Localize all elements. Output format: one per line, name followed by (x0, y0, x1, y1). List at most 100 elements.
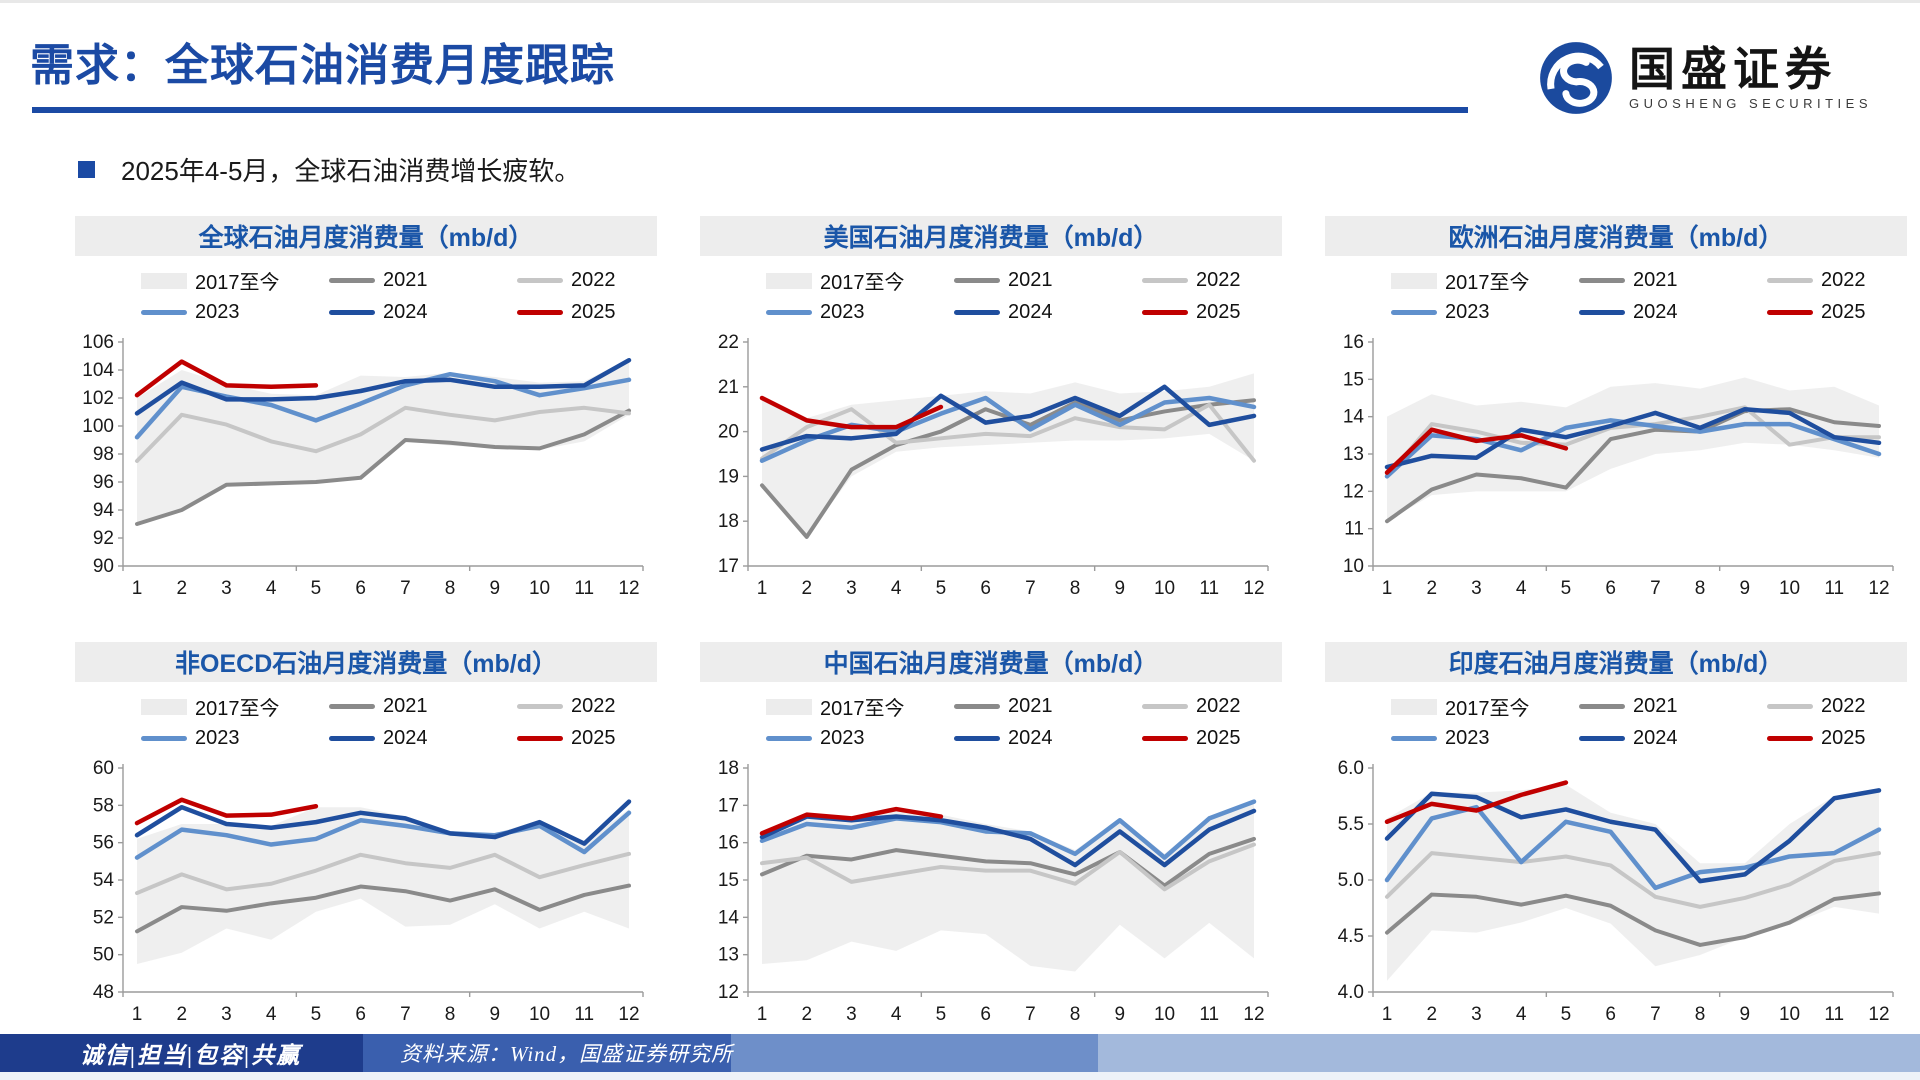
x-tick-label: 5 (936, 578, 947, 599)
legend-label: 2023 (820, 301, 865, 323)
x-tick-label: 1 (757, 578, 768, 599)
x-tick-label: 2 (801, 578, 812, 599)
legend-item-2023: 2023 (141, 727, 329, 750)
legend-label: 2021 (1633, 695, 1678, 717)
y-tick-label: 56 (93, 833, 114, 854)
legend-line-swatch-icon (954, 278, 1000, 283)
legend-item-2023: 2023 (766, 301, 954, 324)
legend-item-2021: 2021 (1579, 266, 1767, 295)
legend-item-2023: 2023 (1391, 727, 1579, 750)
legend-line-swatch-icon (766, 310, 812, 315)
legend-label: 2017至今 (820, 698, 905, 720)
x-tick-label: 4 (266, 578, 277, 599)
legend-line-swatch-icon (517, 278, 563, 283)
chart-title: 欧洲石油月度消费量（mb/d） (1448, 224, 1784, 252)
chart-title: 美国石油月度消费量（mb/d） (823, 224, 1159, 252)
legend-label: 2024 (1008, 727, 1053, 749)
legend-band-swatch-icon (1391, 698, 1437, 715)
x-tick-label: 4 (891, 578, 902, 599)
chart-plot-svg: 4.04.55.05.56.01 2 3 4 5 6 7 8 9 10 11 12 (1338, 758, 1894, 1025)
series-line-2021 (760, 836, 1256, 888)
y-tick-label: 16 (718, 833, 739, 854)
legend-row-2: 2023 2024 2025 (141, 727, 657, 750)
legend-band-swatch-icon (766, 698, 812, 715)
chart-title: 全球石油月度消费量（mb/d） (198, 224, 534, 252)
series-line-2024 (1384, 788, 1882, 884)
legend-row-1: 2017至今 2021 2022 (1391, 692, 1907, 721)
y-tick-label: 92 (93, 528, 114, 549)
series-line-2024 (759, 384, 1257, 452)
x-tick-label: 8 (1070, 1004, 1081, 1025)
footer-segment-3 (731, 1034, 1098, 1072)
y-tick-label: 13 (718, 945, 739, 966)
series-line-2023 (134, 810, 632, 860)
legend-item-2024: 2024 (1579, 301, 1767, 324)
series-line-2021 (1385, 891, 1881, 947)
legend-label: 2021 (1008, 695, 1053, 717)
legend-line-swatch-icon (517, 310, 563, 315)
chart-card-3: 欧洲石油月度消费量（mb/d） 2017至今 2021 2022 2023 2024 202… (1325, 216, 1907, 612)
y-tick-label: 15 (718, 870, 739, 891)
x-tick-label: 11 (1199, 578, 1219, 599)
y-tick-label: 4.5 (1338, 926, 1364, 947)
guosheng-logo-icon (1540, 42, 1612, 114)
x-tick-label: 7 (1025, 578, 1036, 599)
y-tick-label: 54 (93, 870, 115, 891)
legend-label: 2022 (571, 695, 616, 717)
y-tick-label: 16 (1343, 332, 1364, 353)
x-tick-label: 4 (1516, 1004, 1527, 1025)
x-tick-label: 7 (1650, 1004, 1661, 1025)
chart-card-1: 全球石油月度消费量（mb/d） 2017至今 2021 2022 2023 2024 202… (75, 216, 657, 612)
legend-label: 2017至今 (820, 272, 905, 294)
x-tick-label: 3 (846, 578, 857, 599)
x-tick-label: 7 (1650, 578, 1661, 599)
chart-legend: 2017至今 2021 2022 2023 2024 2025 (1325, 256, 1907, 332)
x-tick-label: 10 (529, 578, 550, 599)
legend-item-2021: 2021 (954, 692, 1142, 721)
x-tick-label: 2 (176, 578, 187, 599)
series-line-2022 (1385, 851, 1881, 909)
y-tick-label: 18 (718, 511, 739, 532)
legend-line-swatch-icon (1767, 310, 1813, 315)
x-tick-label: 12 (1243, 1004, 1264, 1025)
page-title: 需求：全球石油消费月度跟踪 (30, 41, 615, 90)
legend-row-2: 2023 2024 2025 (766, 301, 1282, 324)
y-tick-label: 60 (93, 758, 114, 779)
legend-item-2025: 2025 (517, 301, 677, 324)
legend-line-swatch-icon (1579, 704, 1625, 709)
x-tick-label: 6 (355, 578, 366, 599)
x-tick-label: 10 (1154, 578, 1175, 599)
legend-row-2: 2023 2024 2025 (766, 727, 1282, 750)
chart-title-band: 全球石油月度消费量（mb/d） (75, 216, 657, 256)
legend-label: 2022 (1196, 269, 1241, 291)
chart-card-2: 美国石油月度消费量（mb/d） 2017至今 20 2 1 2022 2023 2024 202… (700, 216, 1282, 612)
x-tick-label: 11 (1824, 1004, 1844, 1025)
series-line-2022 (760, 402, 1256, 463)
legend-item-2017至今: 2017至今 (766, 266, 954, 295)
legend-item-2017至今: 2017至今 (141, 266, 329, 295)
series-line-2024 (134, 357, 632, 416)
y-tick-label: 58 (93, 795, 114, 816)
legend-line-swatch-icon (329, 310, 375, 315)
legend-line-swatch-icon (1579, 310, 1625, 315)
legend-label: 2024 (383, 727, 428, 749)
legend-label: 2024 (383, 301, 428, 323)
legend-item-2022: 2022 (1142, 692, 1302, 721)
legend-band-swatch-icon (141, 272, 187, 289)
y-tick-label: 102 (82, 388, 114, 409)
legend-label: 2021 (383, 695, 428, 717)
legend-line-swatch-icon (954, 310, 1000, 315)
y-tick-label: 11 (1344, 519, 1364, 540)
x-tick-label: 7 (400, 1004, 411, 1025)
x-tick-label: 1 (757, 1004, 768, 1025)
y-tick-label: 98 (93, 444, 114, 465)
legend-label: 2017至今 (195, 272, 280, 294)
y-tick-label: 94 (93, 500, 115, 521)
footer-segment-4 (1098, 1034, 1920, 1072)
y-tick-label: 52 (93, 907, 114, 928)
series-line-2021 (135, 408, 631, 526)
series-line-2024 (1384, 406, 1882, 470)
legend-item-2017至今: 2017至今 (1391, 266, 1579, 295)
y-tick-label: 20 (718, 422, 739, 443)
x-tick-label: 5 (1561, 1004, 1572, 1025)
